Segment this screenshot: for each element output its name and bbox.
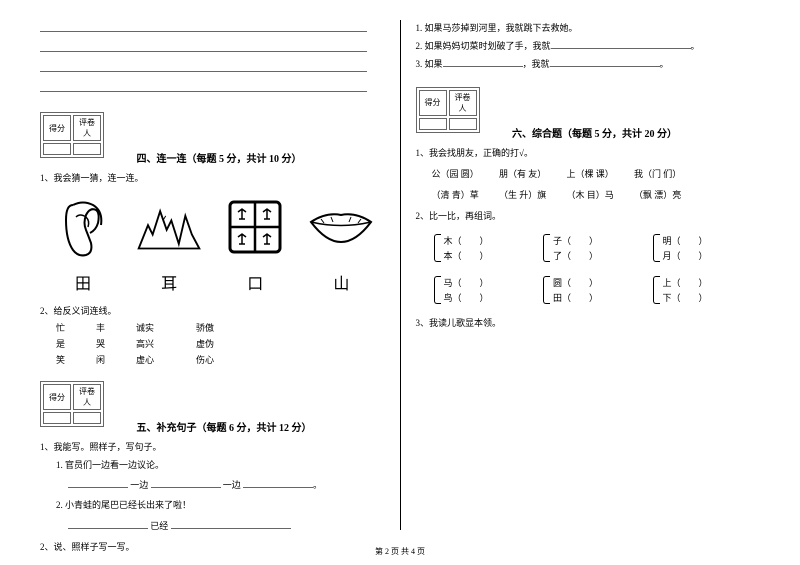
blank <box>68 519 148 529</box>
score-cell <box>43 412 71 424</box>
bracket-pair: 马（ ） 鸟（ ） <box>432 274 542 306</box>
section-5-title: 五、补充句子（每题 6 分，共计 12 分） <box>137 419 312 434</box>
score-label: 得分 <box>43 384 71 410</box>
bracket-pair: 上（ ） 下（ ） <box>651 274 761 306</box>
blank <box>443 57 523 67</box>
fill-sentence-3: 3. 如果，我就。 <box>416 56 761 72</box>
marker-label: 评卷人 <box>73 115 101 141</box>
example-sentence-2: 2. 小青蛙的尾巴已经长出来了啦！ <box>56 497 385 513</box>
bracket-group-1: 木（ ） 本（ ） 子（ ） 了（ ） 明（ ） 月（ ） <box>432 232 761 264</box>
question-4-1: 1、我会猜一猜，连一连。 <box>40 171 385 184</box>
blank <box>551 39 691 49</box>
score-label: 得分 <box>43 115 71 141</box>
bracket-group-2: 马（ ） 鸟（ ） 圆（ ） 田（ ） 上（ ） 下（ ） <box>432 274 761 306</box>
section-6-title: 六、综合题（每题 5 分，共计 20 分） <box>512 125 677 140</box>
char-shan: 山 <box>333 270 349 294</box>
blank <box>550 57 660 67</box>
antonym-row: 忙 丰 诚实 骄傲 <box>56 321 385 334</box>
char-er: 耳 <box>161 270 177 294</box>
blank <box>68 478 128 488</box>
page-footer: 第 2 页 共 4 页 <box>0 546 800 557</box>
antonym-row: 笑 闲 虚心 伤心 <box>56 353 385 366</box>
word-choice-row-2: （清 青）草 （生 升）旗 （木 目）马 （飘 漂）亮 <box>432 188 761 201</box>
writing-line <box>40 20 367 32</box>
section-6: 得分评卷人 六、综合题（每题 5 分，共计 20 分） 1、我会找朋友，正确的打… <box>416 75 761 329</box>
writing-line <box>40 80 367 92</box>
mouth-icon <box>306 192 376 262</box>
fill-sentence-2: 2. 如果妈妈切菜时划破了手，我就。 <box>416 38 761 54</box>
score-cell <box>43 143 71 155</box>
marker-label: 评卷人 <box>449 90 477 116</box>
blank <box>243 478 313 488</box>
mountain-icon <box>134 192 204 262</box>
bracket-pair: 明（ ） 月（ ） <box>651 232 761 264</box>
bracket-pair: 圆（ ） 田（ ） <box>541 274 651 306</box>
score-box: 得分评卷人 <box>416 87 480 133</box>
marker-cell <box>73 143 101 155</box>
section-5: 得分评卷人 五、补充句子（每题 6 分，共计 12 分） 1、我能写。照样子，写… <box>40 369 385 553</box>
writing-line <box>40 60 367 72</box>
question-6-2: 2、比一比，再组词。 <box>416 209 761 222</box>
score-cell <box>419 118 447 130</box>
fill-blank-2: 已经 <box>68 518 385 534</box>
field-grid-icon <box>220 192 290 262</box>
question-4-2: 2、给反义词连线。 <box>40 304 385 317</box>
bracket-pair: 子（ ） 了（ ） <box>541 232 651 264</box>
matching-chars: 田 耳 口 山 <box>40 270 385 294</box>
right-top-sentences: 1. 如果马莎掉到河里，我就跳下去救她。 2. 如果妈妈切菜时划破了手，我就。 … <box>416 20 761 73</box>
writing-line <box>40 40 367 52</box>
char-kou: 口 <box>247 270 263 294</box>
example-sentence-1: 1. 官员们一边看一边议论。 <box>56 457 385 473</box>
blank <box>151 478 221 488</box>
marker-cell <box>449 118 477 130</box>
question-6-3: 3、我读儿歌显本领。 <box>416 316 761 329</box>
score-box: 得分评卷人 <box>40 381 104 427</box>
word-choice-row-1: 公（园 圆） 朋（有 友） 上（棵 课） 我（门 们） <box>432 167 761 180</box>
ear-icon <box>48 192 118 262</box>
matching-images <box>40 192 385 262</box>
marker-cell <box>73 412 101 424</box>
marker-label: 评卷人 <box>73 384 101 410</box>
score-label: 得分 <box>419 90 447 116</box>
fill-blank-1: 一边 一边 。 <box>68 477 385 493</box>
blank <box>171 519 291 529</box>
section-4-title: 四、连一连（每题 5 分，共计 10 分） <box>137 150 302 165</box>
score-box: 得分评卷人 <box>40 112 104 158</box>
question-5-1: 1、我能写。照样子，写句子。 <box>40 440 385 453</box>
antonym-row: 是 哭 高兴 虚伪 <box>56 337 385 350</box>
question-6-1: 1、我会找朋友，正确的打√。 <box>416 146 761 159</box>
bracket-pair: 木（ ） 本（ ） <box>432 232 542 264</box>
example-sentence: 1. 如果马莎掉到河里，我就跳下去救她。 <box>416 20 761 36</box>
section-4: 得分评卷人 四、连一连（每题 5 分，共计 10 分） 1、我会猜一猜，连一连。 <box>40 100 385 366</box>
char-tian: 田 <box>75 270 91 294</box>
